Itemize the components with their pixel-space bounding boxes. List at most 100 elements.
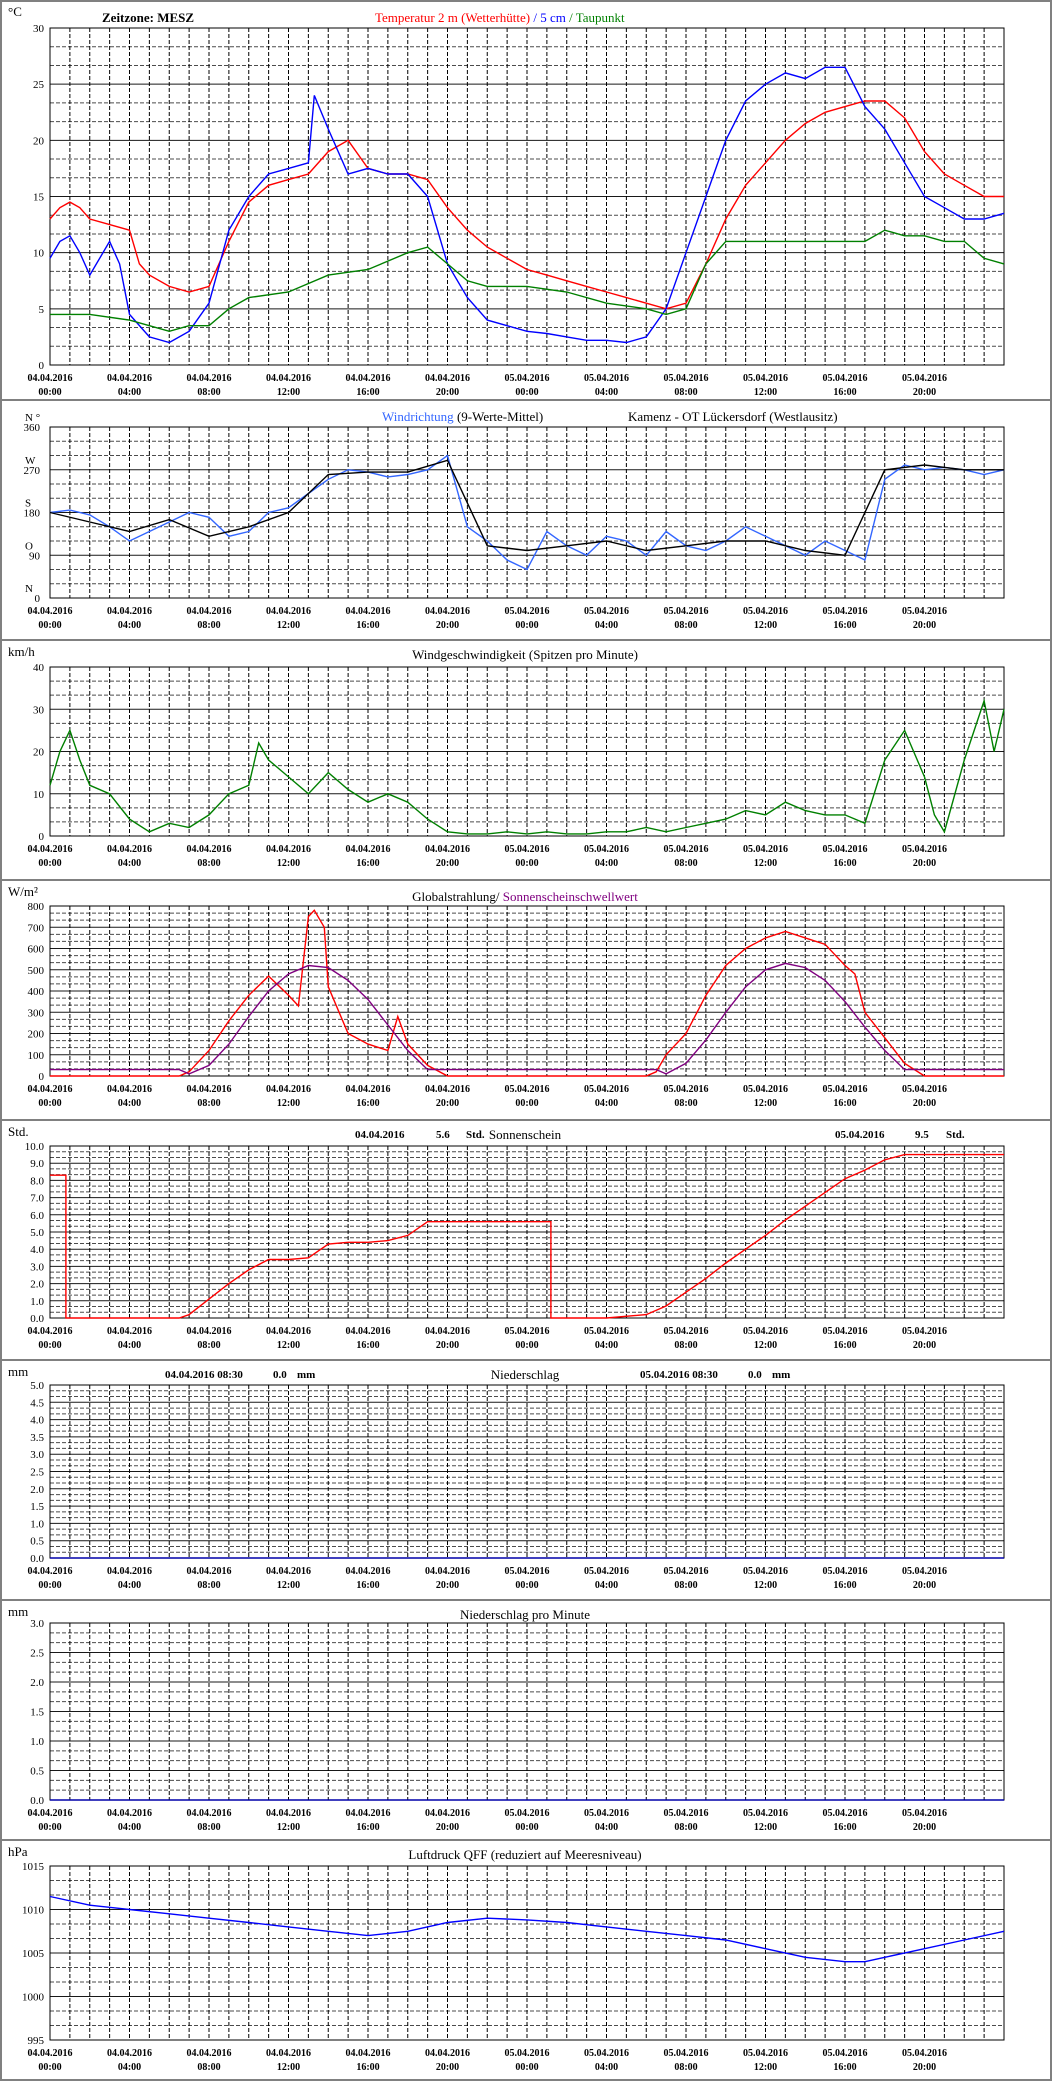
grid	[49, 1384, 1005, 1559]
y-tick-label: 800	[28, 901, 45, 913]
panel-radiation: 0 100 200 300 400 500 600 700 800 W/m² Globalstrah…	[0, 879, 1052, 1109]
y-tick-label: 2.5	[30, 1467, 44, 1479]
x-tick-time: 00:00	[38, 2062, 61, 2073]
x-tick-time: 20:00	[436, 1340, 459, 1351]
x-tick-time: 20:00	[436, 387, 459, 398]
day-total-unit: Std.	[466, 1129, 485, 1141]
x-tick-date: 04.04.2016	[346, 373, 391, 384]
x-tick-time: 12:00	[277, 1340, 300, 1351]
plot-frame	[49, 1145, 1005, 1319]
x-tick-time: 08:00	[674, 858, 697, 869]
x-tick-date: 05.04.2016	[743, 2048, 788, 2059]
x-tick-time: 20:00	[913, 858, 936, 869]
x-tick-date: 05.04.2016	[505, 2048, 550, 2059]
y-tick-labels: 0 5 10 15 20 25 30	[33, 23, 45, 372]
x-tick-time: 20:00	[436, 620, 459, 631]
y-direction-label: N	[25, 583, 33, 595]
station-label: Kamenz - OT Lückersdorf (Westlausitz)	[628, 409, 838, 424]
y-tick-label: 180	[24, 508, 41, 520]
y-tick-label: 30	[33, 23, 45, 35]
grid	[49, 666, 1005, 837]
series-group	[49, 1895, 1005, 1963]
x-tick-labels: 04.04.2016 00:00 04.04.2016 04:00 04.04.2016…	[28, 1808, 948, 1833]
x-tick-date: 05.04.2016	[505, 1084, 550, 1095]
series-line-Sonnenscheinschwellwert	[50, 962, 1004, 1075]
x-tick-time: 16:00	[356, 1098, 379, 1109]
x-tick-date: 05.04.2016	[902, 1808, 947, 1819]
y-tick-labels: 0.0 0.5 1.0 1.5 2.0 2.5 3.0 3.5 4.0 4.5 5.0	[30, 1380, 44, 1565]
x-tick-date: 05.04.2016	[902, 2048, 947, 2059]
day-total-value: 9.5	[915, 1129, 929, 1141]
x-tick-time: 08:00	[674, 2062, 697, 2073]
y-tick-label: 0	[39, 360, 45, 372]
x-tick-date: 04.04.2016	[187, 2048, 232, 2059]
x-tick-date: 04.04.2016	[425, 1808, 470, 1819]
x-tick-date: 05.04.2016	[664, 2048, 709, 2059]
title-part: Temperatur 2 m (Wetterhütte)	[375, 10, 530, 25]
x-tick-date: 05.04.2016	[823, 1326, 868, 1337]
x-tick-date: 05.04.2016	[584, 2048, 629, 2059]
x-tick-date: 05.04.2016	[823, 606, 868, 617]
series-line-Sonnenschein	[50, 1153, 1004, 1319]
y-tick-label: 1.0	[30, 1518, 44, 1530]
x-tick-date: 05.04.2016	[664, 1326, 709, 1337]
x-tick-date: 04.04.2016	[28, 1808, 73, 1819]
day-total-date: 05.04.2016	[835, 1129, 885, 1141]
title-part: (9-Werte-Mittel)	[454, 409, 544, 424]
x-tick-time: 00:00	[38, 1822, 61, 1833]
x-tick-date: 04.04.2016	[346, 1566, 391, 1577]
x-tick-time: 12:00	[277, 1580, 300, 1591]
x-tick-time: 16:00	[833, 1580, 856, 1591]
x-tick-date: 04.04.2016	[346, 1084, 391, 1095]
x-tick-time: 16:00	[356, 858, 379, 869]
x-tick-date: 04.04.2016	[28, 2048, 73, 2059]
series-group	[50, 909, 1004, 1077]
x-tick-date: 05.04.2016	[505, 844, 550, 855]
series-line-Temperatur 2 m (Wetterhütte)	[49, 100, 1004, 310]
x-tick-time: 20:00	[913, 2062, 936, 2073]
y-tick-label: 0.0	[30, 1795, 44, 1807]
plot-frame	[49, 1865, 1005, 2041]
x-tick-time: 00:00	[38, 1098, 61, 1109]
x-tick-date: 04.04.2016	[346, 844, 391, 855]
x-tick-time: 04:00	[595, 1580, 618, 1591]
x-tick-date: 04.04.2016	[107, 1084, 152, 1095]
day-total-value: 5.6	[436, 1129, 450, 1141]
unit-label: km/h	[8, 644, 35, 659]
x-tick-date: 05.04.2016	[664, 1566, 709, 1577]
panel-precipitation: 0.00.51.01.52.02.53.03.54.04.55.0mm Niede…	[0, 1359, 1052, 1591]
x-tick-time: 00:00	[515, 1822, 538, 1833]
x-tick-date: 04.04.2016	[425, 1326, 470, 1337]
x-tick-date: 05.04.2016	[902, 1326, 947, 1337]
x-tick-time: 20:00	[436, 858, 459, 869]
x-tick-time: 00:00	[38, 620, 61, 631]
chart-title: Sonnenschein	[489, 1127, 562, 1142]
y-tick-label: 0.5	[30, 1766, 44, 1778]
x-tick-time: 04:00	[118, 387, 141, 398]
x-tick-date: 04.04.2016	[187, 373, 232, 384]
day-total-date: 04.04.2016	[355, 1129, 405, 1141]
y-tick-label: 360	[24, 422, 41, 434]
x-tick-time: 08:00	[674, 1340, 697, 1351]
y-tick-label: 0.0	[30, 1553, 44, 1565]
x-tick-time: 04:00	[595, 2062, 618, 2073]
y-tick-label: 1005	[22, 1948, 45, 1960]
x-tick-time: 04:00	[118, 1340, 141, 1351]
x-tick-date: 05.04.2016	[584, 1084, 629, 1095]
panel-pressure: 995 1000 1005 1010 1015 hPa Luftdruck QFF (red…	[0, 1839, 1052, 2073]
x-tick-date: 05.04.2016	[743, 1566, 788, 1577]
x-tick-time: 08:00	[197, 1098, 220, 1109]
y-tick-label: 90	[29, 550, 41, 562]
x-tick-time: 12:00	[754, 387, 777, 398]
x-tick-time: 00:00	[515, 1580, 538, 1591]
x-tick-date: 05.04.2016	[664, 606, 709, 617]
x-tick-date: 04.04.2016	[187, 1326, 232, 1337]
x-tick-time: 12:00	[754, 1822, 777, 1833]
x-tick-date: 04.04.2016	[425, 1084, 470, 1095]
x-tick-time: 04:00	[118, 1580, 141, 1591]
x-tick-time: 12:00	[277, 1098, 300, 1109]
x-tick-date: 04.04.2016	[107, 844, 152, 855]
y-tick-label: 10	[33, 789, 45, 801]
y-tick-label: 270	[24, 465, 41, 477]
y-tick-label: 4.0	[30, 1415, 44, 1427]
